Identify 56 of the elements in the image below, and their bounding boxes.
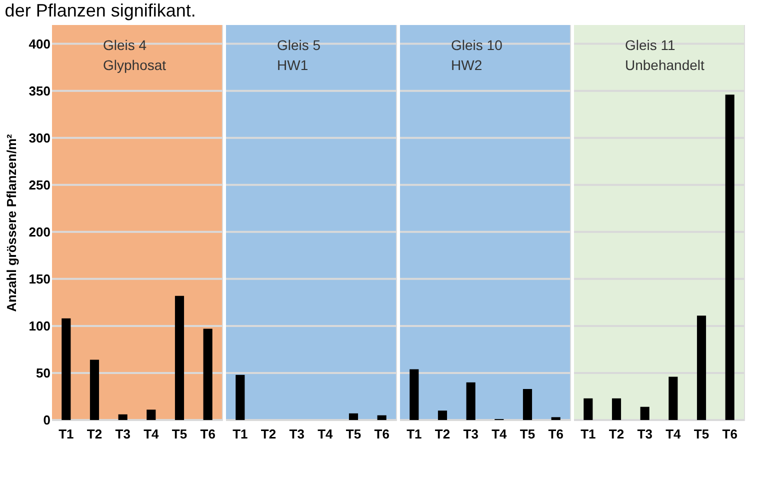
bar (668, 376, 678, 420)
bar (438, 410, 448, 420)
bar (62, 318, 71, 420)
x-tick-label: T2 (260, 426, 276, 442)
x-tick-label: T5 (694, 426, 710, 442)
y-tick-label: 350 (28, 83, 50, 98)
bar (584, 398, 593, 420)
x-tick-label: T4 (318, 426, 334, 442)
x-tick-label: T6 (200, 426, 216, 442)
y-tick-label: 100 (28, 318, 50, 334)
x-tick-label: T3 (637, 426, 652, 442)
y-tick-label: 400 (28, 36, 50, 52)
x-tick-label: T4 (666, 426, 682, 442)
bar (203, 328, 212, 420)
x-tick-label: T2 (434, 426, 450, 442)
x-tick-label: T3 (115, 426, 130, 442)
x-tick-label: T5 (172, 426, 188, 442)
bar (725, 94, 734, 420)
band-label: Gleis 5 HW1 (277, 37, 321, 73)
bar (696, 316, 706, 420)
band-label: Gleis 4 Glyphosat (103, 37, 166, 73)
bar (640, 406, 650, 420)
y-tick-label: 150 (28, 271, 50, 286)
x-tick-label: T6 (374, 426, 390, 442)
y-tick-label: 0 (43, 412, 50, 428)
bar (410, 369, 419, 420)
x-tick-label: T3 (463, 426, 478, 442)
bar (522, 388, 532, 420)
bar (118, 414, 128, 420)
x-tick-label: T3 (289, 426, 304, 442)
x-tick-label: T1 (232, 426, 248, 442)
chart-title: der Pflanzen signifikant. (4, 0, 196, 20)
bar (466, 382, 476, 420)
y-tick-label: 250 (28, 177, 50, 192)
y-tick-label: 300 (28, 130, 50, 146)
y-tick-label: 200 (28, 224, 50, 240)
x-tick-label: T4 (492, 426, 508, 442)
bar (174, 296, 184, 420)
bar (612, 398, 622, 420)
x-tick-label: T2 (608, 426, 624, 442)
x-tick-label: T4 (144, 426, 160, 442)
y-axis-title: Anzahl grössere Pflanzen/m² (4, 133, 19, 312)
x-tick-label: T5 (520, 426, 536, 442)
bar (146, 410, 156, 420)
x-tick-label: T6 (722, 426, 738, 442)
bar (90, 360, 100, 420)
band-label: Gleis 11 Unbehandelt (625, 37, 705, 73)
x-tick-label: T1 (406, 426, 422, 442)
x-tick-label: T1 (580, 426, 596, 442)
bar (551, 417, 560, 420)
x-tick-label: T1 (58, 426, 74, 442)
x-tick-label: T5 (346, 426, 362, 442)
x-tick-label: T6 (548, 426, 564, 442)
y-tick-label: 50 (36, 365, 50, 380)
x-tick-label: T2 (86, 426, 102, 442)
band-label: Gleis 10 HW2 (451, 37, 503, 73)
